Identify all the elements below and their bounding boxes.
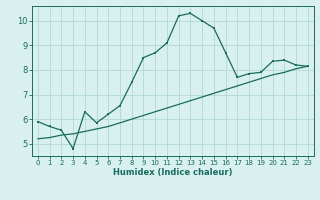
X-axis label: Humidex (Indice chaleur): Humidex (Indice chaleur) xyxy=(113,168,233,177)
